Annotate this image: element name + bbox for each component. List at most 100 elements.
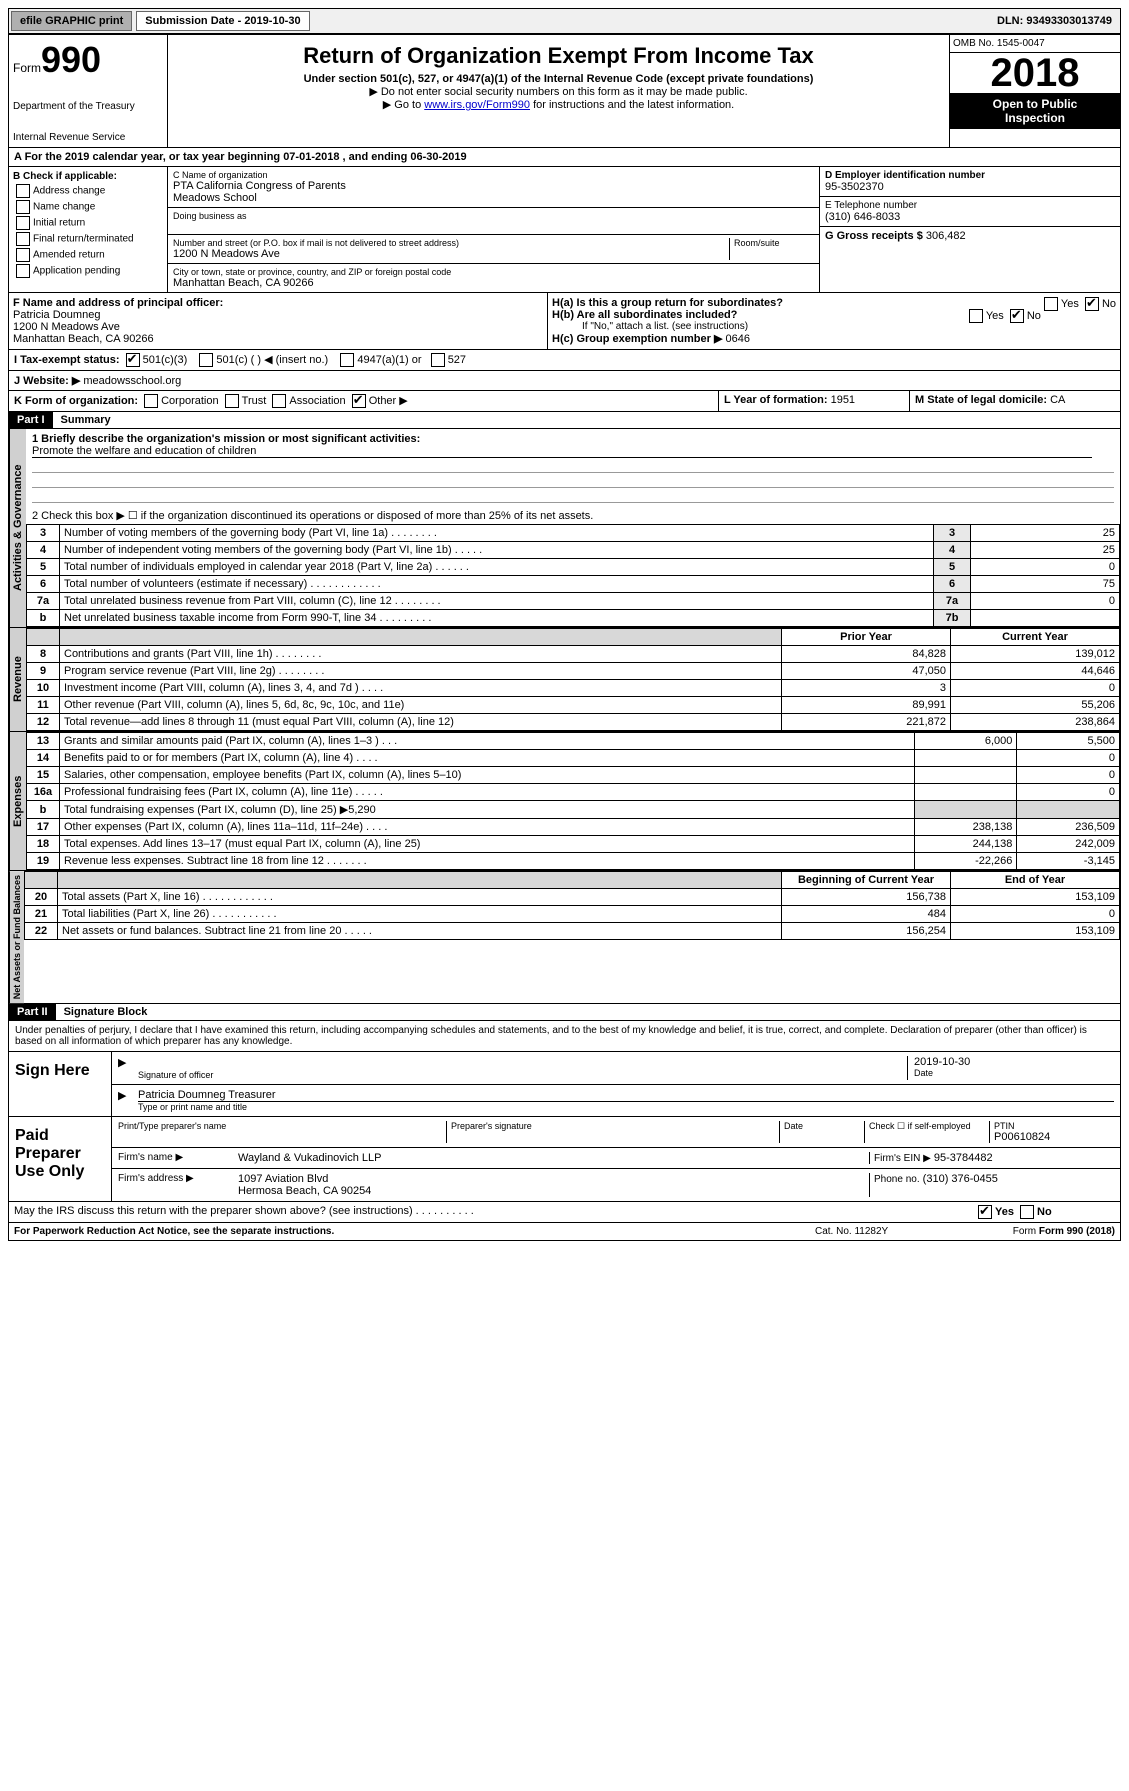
open-public-1: Open to Public: [954, 97, 1116, 111]
hb-yes-lbl: Yes: [986, 310, 1004, 322]
gov-code: 5: [934, 559, 971, 576]
prior-value: -22,266: [914, 853, 1017, 870]
firm-ein-label: Firm's EIN ▶: [874, 1153, 931, 1164]
row-desc: Total expenses. Add lines 13–17 (must eq…: [60, 836, 915, 853]
revenue-table: Prior Year Current Year8 Contributions a…: [26, 628, 1120, 731]
prior-value: 221,872: [782, 714, 951, 731]
officer-addr2: Manhattan Beach, CA 90266: [13, 333, 543, 345]
discuss-no[interactable]: [1020, 1205, 1034, 1219]
part1-title: Summary: [53, 412, 119, 428]
firm-addr-label: Firm's address ▶: [118, 1173, 238, 1197]
goto-post: for instructions and the latest informat…: [530, 99, 734, 111]
col-header: Prior Year: [782, 629, 951, 646]
typed-name: Patricia Doumneg Treasurer: [138, 1089, 1114, 1102]
gov-value: 0: [971, 559, 1120, 576]
box-k-label: K Form of organization:: [14, 395, 138, 407]
sig-officer-label: Signature of officer: [138, 1070, 907, 1080]
cb-4947[interactable]: [340, 353, 354, 367]
lbl-corp: Corporation: [161, 395, 218, 407]
cb-501c3[interactable]: [126, 353, 140, 367]
pp-self-employed: Check ☐ if self-employed: [864, 1121, 989, 1143]
discuss-yes[interactable]: [978, 1205, 992, 1219]
form-subtitle: Under section 501(c), 527, or 4947(a)(1)…: [172, 73, 945, 85]
discuss-yes-lbl: Yes: [995, 1206, 1014, 1218]
form-title: Return of Organization Exempt From Incom…: [172, 43, 945, 69]
col-header: End of Year: [951, 872, 1120, 889]
row-lineno: 17: [27, 819, 60, 836]
gov-lineno: 5: [27, 559, 60, 576]
prior-value: 89,991: [782, 697, 951, 714]
current-value: 153,109: [951, 923, 1120, 940]
cb-corp[interactable]: [144, 394, 158, 408]
ha-no[interactable]: [1085, 297, 1099, 311]
current-value: 44,646: [951, 663, 1120, 680]
cb-final-return[interactable]: [16, 232, 30, 246]
ha-no-lbl: No: [1102, 298, 1116, 310]
cb-initial-return[interactable]: [16, 216, 30, 230]
row-desc: Investment income (Part VIII, column (A)…: [60, 680, 782, 697]
gov-desc: Number of voting members of the governin…: [60, 525, 934, 542]
current-value: 238,864: [951, 714, 1120, 731]
lbl-4947: 4947(a)(1) or: [357, 354, 421, 366]
pp-sig-label: Preparer's signature: [446, 1121, 779, 1143]
efile-print-button[interactable]: efile GRAPHIC print: [11, 11, 132, 31]
ha-yes[interactable]: [1044, 297, 1058, 311]
goto-pre: ▶ Go to: [383, 99, 424, 111]
current-value: 0: [1017, 750, 1120, 767]
gov-desc: Net unrelated business taxable income fr…: [60, 610, 934, 627]
lbl-assoc: Association: [289, 395, 345, 407]
cb-501c[interactable]: [199, 353, 213, 367]
part2-title: Signature Block: [56, 1004, 156, 1020]
cb-address-change[interactable]: [16, 184, 30, 198]
box-g-label: G Gross receipts $: [825, 230, 923, 242]
gov-lineno: b: [27, 610, 60, 627]
prior-value: [914, 767, 1017, 784]
cb-527[interactable]: [431, 353, 445, 367]
form990-link[interactable]: www.irs.gov/Form990: [424, 99, 530, 111]
sign-here-section: Sign Here ▶ Signature of officer 2019-10…: [8, 1052, 1121, 1117]
hb-no[interactable]: [1010, 309, 1024, 323]
firm-ein: 95-3784482: [934, 1152, 993, 1164]
dba-label: Doing business as: [173, 211, 814, 221]
discuss-question: May the IRS discuss this return with the…: [9, 1202, 970, 1222]
box-i-label: I Tax-exempt status:: [14, 354, 120, 366]
row-lineno: b: [27, 801, 60, 819]
mission-text: Promote the welfare and education of chi…: [32, 445, 1092, 458]
firm-addr1: 1097 Aviation Blvd: [238, 1173, 869, 1185]
box-b-title: B Check if applicable:: [13, 171, 163, 182]
discuss-no-lbl: No: [1037, 1206, 1052, 1218]
row-lineno: 8: [27, 646, 60, 663]
form-footer: Form Form 990 (2018): [975, 1226, 1115, 1237]
line2-text: 2 Check this box ▶ ☐ if the organization…: [26, 507, 1120, 524]
cb-assoc[interactable]: [272, 394, 286, 408]
lbl-other: Other ▶: [369, 395, 408, 407]
prior-value: 6,000: [914, 733, 1017, 750]
ha-label: H(a) Is this a group return for subordin…: [552, 297, 783, 309]
box-j-label: J Website: ▶: [14, 375, 80, 387]
gov-desc: Total unrelated business revenue from Pa…: [60, 593, 934, 610]
date-label: Date: [914, 1068, 1114, 1078]
current-value: 153,109: [951, 889, 1120, 906]
cb-trust[interactable]: [225, 394, 239, 408]
cb-app-pending[interactable]: [16, 264, 30, 278]
cb-amended[interactable]: [16, 248, 30, 262]
row-desc: Program service revenue (Part VIII, line…: [60, 663, 782, 680]
officer-name: Patricia Doumneg: [13, 309, 543, 321]
prior-value: 84,828: [782, 646, 951, 663]
row-lineno: 19: [27, 853, 60, 870]
pp-name-label: Print/Type preparer's name: [118, 1121, 446, 1143]
cb-other[interactable]: [352, 394, 366, 408]
box-f-label: F Name and address of principal officer:: [13, 297, 543, 309]
row-desc: Total fundraising expenses (Part IX, col…: [60, 801, 915, 819]
cb-name-change[interactable]: [16, 200, 30, 214]
prior-value: 47,050: [782, 663, 951, 680]
org-name-1: PTA California Congress of Parents: [173, 180, 814, 192]
hb-label: H(b) Are all subordinates included?: [552, 309, 737, 321]
gross-receipts: 306,482: [926, 230, 966, 242]
prior-value: 484: [782, 906, 951, 923]
line1-label: 1 Briefly describe the organization's mi…: [32, 433, 420, 445]
row-lineno: 15: [27, 767, 60, 784]
tax-year: 2018: [950, 53, 1120, 93]
hb-yes[interactable]: [969, 309, 983, 323]
net-assets-table: Beginning of Current Year End of Year20 …: [24, 871, 1120, 940]
